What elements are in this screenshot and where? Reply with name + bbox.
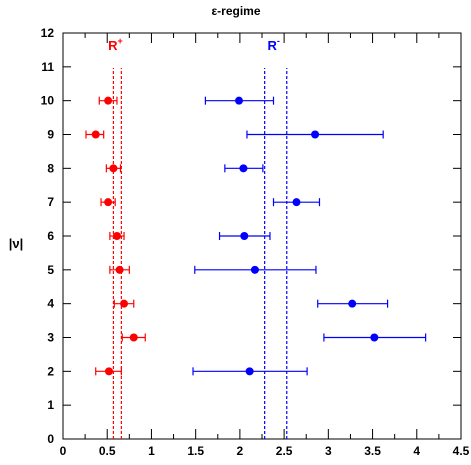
y-tick-label: 0 bbox=[47, 432, 54, 446]
data-point bbox=[370, 333, 379, 342]
data-point bbox=[115, 265, 124, 274]
y-tick-label: 2 bbox=[47, 364, 54, 378]
data-point bbox=[292, 198, 301, 207]
series-label: R- bbox=[268, 36, 280, 53]
x-tick-label: 4.5 bbox=[453, 444, 470, 458]
x-tick-label: 1.5 bbox=[187, 444, 204, 458]
chart-title: ε-regime bbox=[211, 4, 260, 18]
y-tick-label: 8 bbox=[47, 161, 54, 175]
series-r-plus bbox=[85, 96, 146, 376]
x-tick-label: 3.5 bbox=[364, 444, 381, 458]
data-point bbox=[250, 265, 259, 274]
data-point bbox=[239, 164, 248, 173]
y-tick-label: 5 bbox=[47, 263, 54, 277]
data-point bbox=[348, 299, 357, 308]
data-point bbox=[104, 198, 113, 207]
x-tick-label: 1 bbox=[148, 444, 155, 458]
data-point bbox=[240, 232, 249, 240]
data-point bbox=[104, 367, 113, 376]
x-tick-label: 4 bbox=[413, 444, 420, 458]
x-tick-label: 2.5 bbox=[276, 444, 293, 458]
x-axis: 0 0.5 1 1.5 2 2.5 3 3.5 4 4.5 bbox=[60, 33, 470, 458]
y-tick-label: 10 bbox=[41, 94, 55, 108]
y-axis-label: |ν| bbox=[9, 236, 24, 251]
y-tick-label: 3 bbox=[47, 331, 54, 345]
data-point bbox=[245, 367, 254, 376]
x-tick-label: 0 bbox=[60, 444, 67, 458]
y-tick-label: 12 bbox=[41, 26, 55, 40]
series-r-minus bbox=[192, 96, 427, 376]
y-tick-label: 11 bbox=[41, 60, 54, 74]
data-point bbox=[120, 299, 129, 308]
x-tick-label: 0.5 bbox=[99, 444, 116, 458]
x-tick-label: 2 bbox=[237, 444, 244, 458]
y-tick-label: 4 bbox=[47, 297, 54, 311]
y-tick-label: 6 bbox=[47, 229, 54, 243]
x-tick-label: 3 bbox=[325, 444, 332, 458]
y-tick-label: 7 bbox=[47, 195, 54, 209]
y-tick-label: 1 bbox=[47, 398, 54, 412]
data-point bbox=[129, 333, 138, 342]
data-point bbox=[235, 96, 244, 105]
data-point bbox=[91, 130, 100, 139]
data-point bbox=[311, 130, 320, 139]
series-label: R+ bbox=[108, 36, 123, 53]
data-point bbox=[112, 232, 121, 240]
y-tick-label: 9 bbox=[47, 128, 54, 142]
data-point bbox=[109, 164, 118, 173]
data-point bbox=[104, 96, 113, 105]
